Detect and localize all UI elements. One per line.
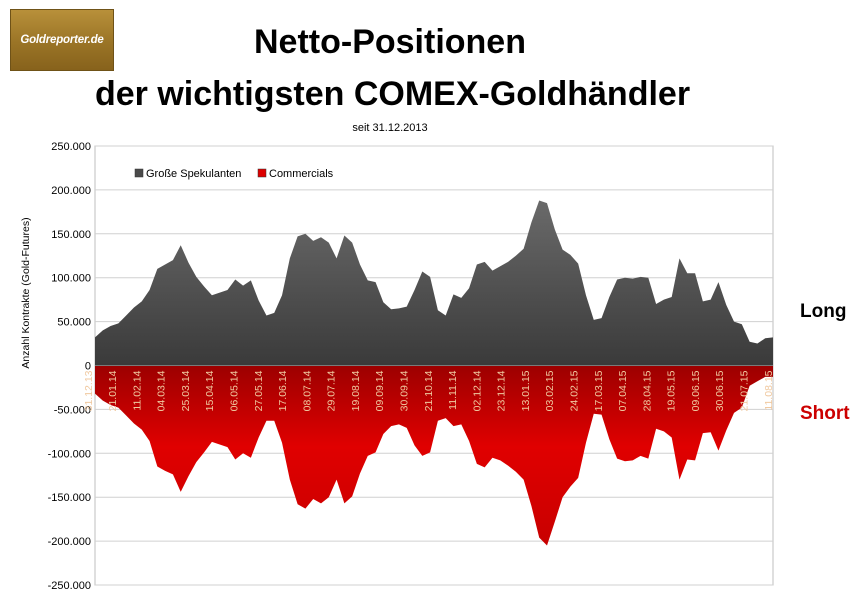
legend-item-commercials: Commercials: [257, 168, 334, 180]
logo-text: Goldreporter.de: [20, 34, 104, 46]
x-date-label: 17.03.15: [593, 370, 605, 411]
chart-subtitle: seit 31.12.2013: [352, 122, 428, 134]
y-tick-label: 0: [85, 361, 91, 373]
series-area-grosse-spekulanten: [95, 200, 773, 366]
x-date-label: 17.06.14: [277, 370, 289, 411]
x-date-labels: 31.12.13 21.01.14 11.02.14 04.03.14 25.03.14…: [83, 370, 775, 411]
y-tick-label: -250.000: [48, 580, 91, 592]
legend-swatch: [257, 168, 267, 178]
x-date-label: 30.06.15: [714, 370, 726, 411]
long-label: Long: [800, 301, 847, 322]
x-date-label: 06.05.14: [228, 370, 240, 411]
y-tick-label: 100.000: [51, 273, 91, 285]
x-date-label: 13.01.15: [520, 370, 532, 411]
x-date-label: 11.11.14: [447, 370, 459, 409]
legend-swatch: [134, 168, 144, 178]
x-date-label: 29.07.14: [326, 370, 338, 411]
short-label: Short: [800, 403, 850, 424]
x-date-label: 11.08.15: [763, 370, 775, 410]
y-tick-label: -200.000: [48, 536, 91, 548]
x-date-label: 19.05.15: [666, 370, 678, 411]
x-date-label: 21.10.14: [423, 370, 435, 411]
x-date-label: 15.04.14: [204, 370, 216, 411]
x-date-label: 25.03.14: [180, 370, 192, 411]
x-date-label: 08.07.14: [301, 370, 313, 411]
chart-title-line-1: Netto-Positionen: [254, 23, 526, 61]
legend-label: Commercials: [269, 168, 334, 180]
x-date-label: 21.07.15: [738, 370, 750, 411]
legend-label: Große Spekulanten: [146, 168, 241, 180]
y-tick-label: 200.000: [51, 185, 91, 197]
x-date-label: 23.12.14: [496, 370, 508, 411]
y-tick-labels: 250.000 200.000 150.000 100.000 50.000 0 -50.0…: [48, 141, 91, 592]
x-date-label: 03.02.15: [544, 370, 556, 411]
legend-item-grosse-spekulanten: Große Spekulanten: [134, 168, 241, 180]
x-date-label: 09.09.14: [374, 370, 386, 411]
x-date-label: 19.08.14: [350, 370, 362, 411]
series-areas: [95, 200, 773, 546]
series-area-commercials: [95, 365, 773, 546]
x-date-label: 31.12.13: [83, 370, 95, 411]
x-date-label: 30.09.14: [398, 370, 410, 411]
y-tick-label: -100.000: [48, 448, 91, 460]
x-date-label: 07.04.15: [617, 370, 629, 411]
x-date-label: 21.01.14: [107, 370, 119, 411]
x-date-label: 28.04.15: [641, 370, 653, 411]
y-tick-label: 250.000: [51, 141, 91, 153]
chart-title-line-2: der wichtigsten COMEX-Goldhändler: [95, 75, 691, 113]
goldreporter-logo[interactable]: Goldreporter.de: [10, 9, 114, 71]
y-tick-label: 150.000: [51, 229, 91, 241]
y-tick-label: -50.000: [54, 404, 91, 416]
x-date-label: 27.05.14: [253, 370, 265, 411]
x-date-label: 09.06.15: [690, 370, 702, 411]
y-tick-label: -150.000: [48, 492, 91, 504]
x-date-label: 04.03.14: [156, 370, 168, 411]
x-date-label: 24.02.15: [568, 370, 580, 411]
legend: Große Spekulanten Commercials: [134, 168, 334, 180]
y-tick-label: 50.000: [57, 317, 91, 329]
x-date-label: 02.12.14: [471, 370, 483, 411]
x-date-label: 11.02.14: [131, 370, 143, 410]
